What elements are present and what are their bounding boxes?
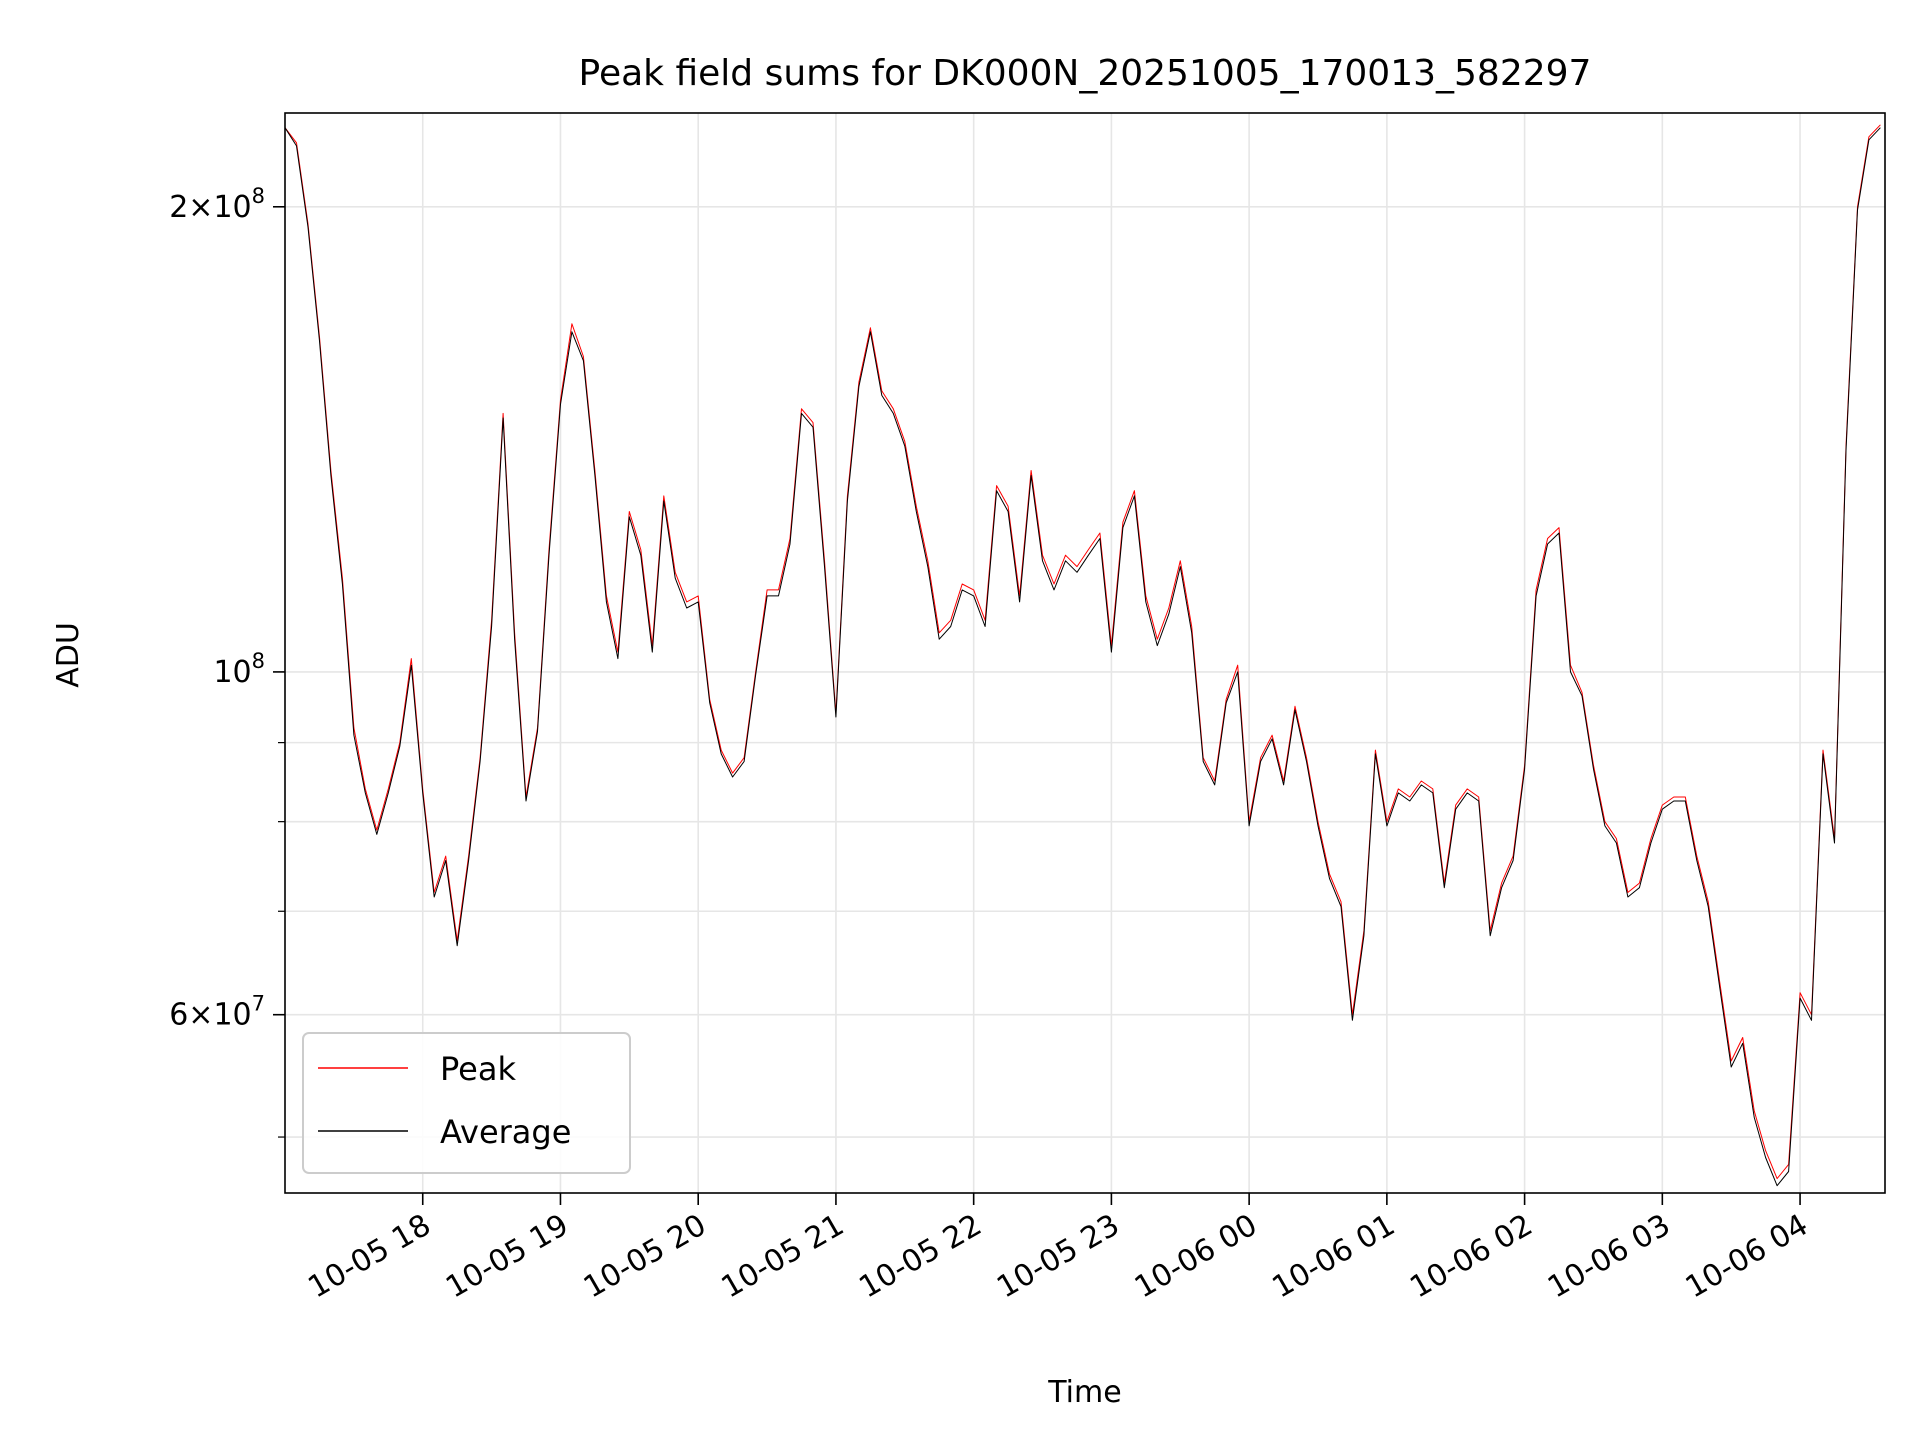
series-line-average: [284, 127, 1881, 1187]
x-axis-label: Time: [1047, 1375, 1121, 1410]
plot-area-frame: [284, 112, 1886, 1194]
series-layer: [284, 124, 1881, 1187]
legend-average-label: Average: [440, 1113, 571, 1151]
y-tick-label: 2×108: [169, 184, 265, 225]
legend-peak-label: Peak: [440, 1050, 516, 1088]
y-axis-label: ADU: [51, 622, 86, 688]
grid-layer: [285, 113, 1885, 1193]
legend: Peak Average: [302, 1032, 631, 1174]
y-tick-label: 6×107: [169, 992, 265, 1033]
chart-title: Peak field sums for DK000N_20251005_1700…: [579, 53, 1592, 94]
